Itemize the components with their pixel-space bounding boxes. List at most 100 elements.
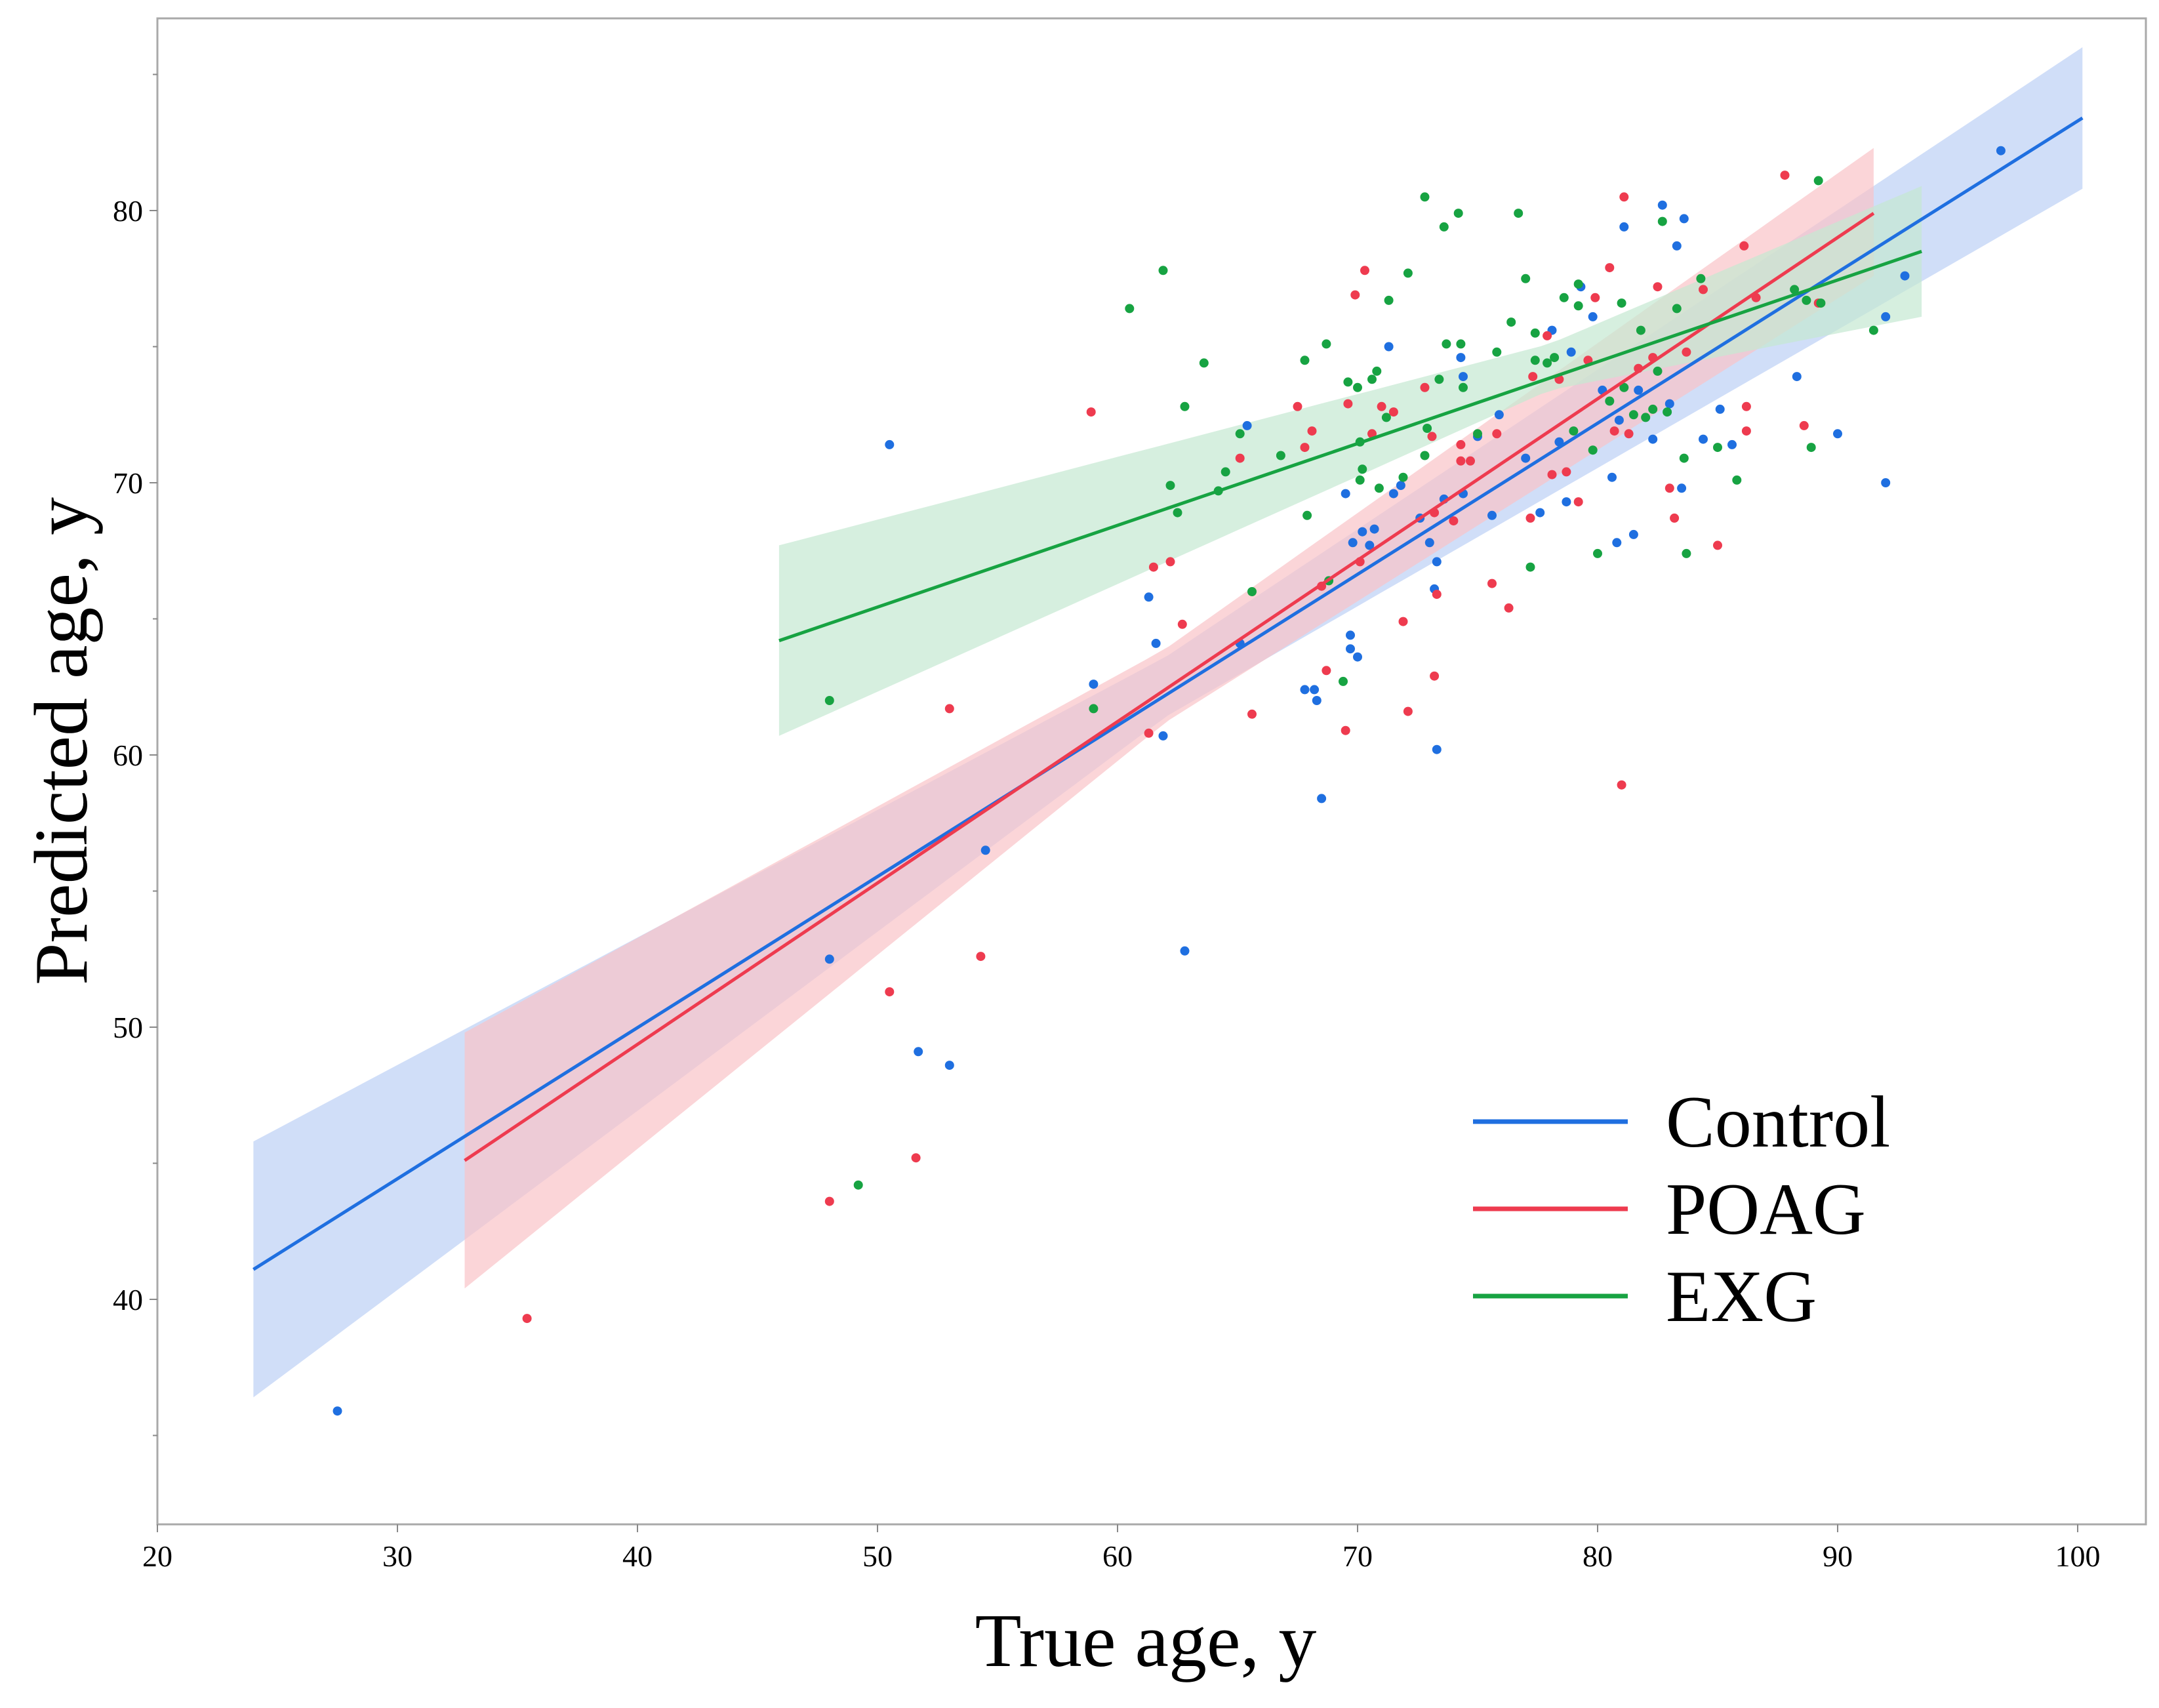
point-poag	[1653, 282, 1663, 292]
point-control	[1562, 497, 1571, 507]
point-control	[1089, 680, 1099, 689]
point-poag	[522, 1314, 532, 1324]
point-exg	[1663, 407, 1672, 417]
point-exg	[1173, 508, 1182, 518]
confidence-band-poag	[464, 148, 1874, 1289]
point-exg	[1514, 209, 1523, 218]
point-control	[1358, 527, 1367, 537]
point-exg	[1247, 587, 1257, 596]
point-control	[1310, 685, 1320, 695]
point-control	[1432, 557, 1442, 567]
legend-label-poag: POAG	[1666, 1169, 1866, 1250]
point-exg	[1530, 356, 1540, 365]
fit-line-control	[252, 116, 2084, 1271]
point-control	[1312, 696, 1322, 705]
point-poag	[1590, 293, 1600, 302]
point-exg	[1089, 704, 1099, 714]
point-exg	[1158, 266, 1168, 275]
point-poag	[1741, 401, 1751, 411]
point-exg	[1434, 375, 1444, 384]
point-exg	[1398, 472, 1408, 482]
point-poag	[1341, 725, 1350, 735]
point-control	[824, 954, 834, 964]
point-exg	[1322, 339, 1331, 349]
point-exg	[1593, 548, 1602, 558]
point-control	[1679, 214, 1689, 224]
point-poag	[944, 704, 954, 714]
point-control	[1317, 794, 1327, 803]
point-exg	[1868, 325, 1878, 335]
point-poag	[1430, 671, 1440, 681]
point-poag	[1547, 470, 1557, 479]
point-control	[1346, 630, 1355, 640]
point-exg	[1641, 413, 1651, 422]
point-poag	[1466, 456, 1475, 466]
point-exg	[1682, 548, 1691, 558]
point-control	[1521, 453, 1531, 463]
point-exg	[1302, 510, 1312, 520]
point-exg	[1559, 293, 1569, 302]
legend-label-control: Control	[1666, 1082, 1890, 1163]
point-poag	[1449, 516, 1459, 526]
point-poag	[1699, 285, 1708, 295]
point-poag	[1492, 429, 1502, 439]
regression-lines	[252, 116, 2084, 1271]
point-exg	[1420, 192, 1430, 202]
point-control	[1648, 434, 1658, 444]
point-control	[1634, 385, 1644, 395]
point-control	[914, 1047, 923, 1057]
point-control	[1348, 538, 1358, 548]
y-tick-label: 80	[113, 194, 143, 228]
point-control	[1341, 489, 1350, 498]
point-control	[1151, 638, 1161, 648]
point-exg	[1732, 475, 1742, 485]
point-poag	[1713, 540, 1722, 550]
point-exg	[1506, 317, 1516, 327]
point-poag	[1350, 290, 1360, 300]
point-control	[980, 845, 990, 855]
point-control	[1396, 481, 1405, 491]
point-poag	[1799, 420, 1809, 430]
point-control	[1612, 538, 1622, 548]
point-poag	[1388, 407, 1398, 417]
point-exg	[1573, 279, 1583, 289]
point-exg	[1343, 377, 1353, 387]
point-control	[1607, 472, 1617, 482]
point-poag	[1177, 619, 1187, 629]
point-exg	[1619, 382, 1629, 392]
point-exg	[1530, 328, 1540, 338]
point-poag	[1562, 467, 1571, 477]
point-control	[1456, 353, 1466, 363]
point-exg	[1339, 676, 1348, 686]
point-exg	[1713, 443, 1722, 453]
point-exg	[1802, 295, 1811, 305]
point-exg	[1358, 464, 1367, 474]
point-exg	[1442, 339, 1451, 349]
point-poag	[1543, 331, 1552, 340]
point-exg	[1403, 268, 1413, 278]
point-control	[1657, 200, 1667, 210]
point-poag	[1504, 603, 1514, 613]
point-exg	[1816, 298, 1826, 308]
point-poag	[1144, 728, 1154, 738]
point-exg	[1588, 445, 1598, 455]
point-control	[1672, 241, 1682, 251]
point-poag	[1605, 263, 1615, 273]
point-control	[1432, 744, 1442, 754]
point-control	[1996, 146, 2006, 155]
point-exg	[1374, 483, 1384, 493]
point-control	[1699, 434, 1708, 444]
point-exg	[1125, 304, 1135, 314]
point-control	[1715, 404, 1725, 414]
point-control	[1388, 489, 1398, 498]
x-tick-label: 60	[1102, 1539, 1133, 1573]
point-poag	[1398, 617, 1408, 626]
point-poag	[824, 1196, 834, 1206]
point-exg	[1372, 366, 1382, 376]
point-control	[1535, 508, 1545, 518]
point-control	[1881, 312, 1891, 321]
point-control	[1614, 415, 1624, 425]
point-control	[333, 1406, 342, 1416]
point-exg	[1636, 325, 1645, 335]
point-poag	[1403, 706, 1413, 716]
